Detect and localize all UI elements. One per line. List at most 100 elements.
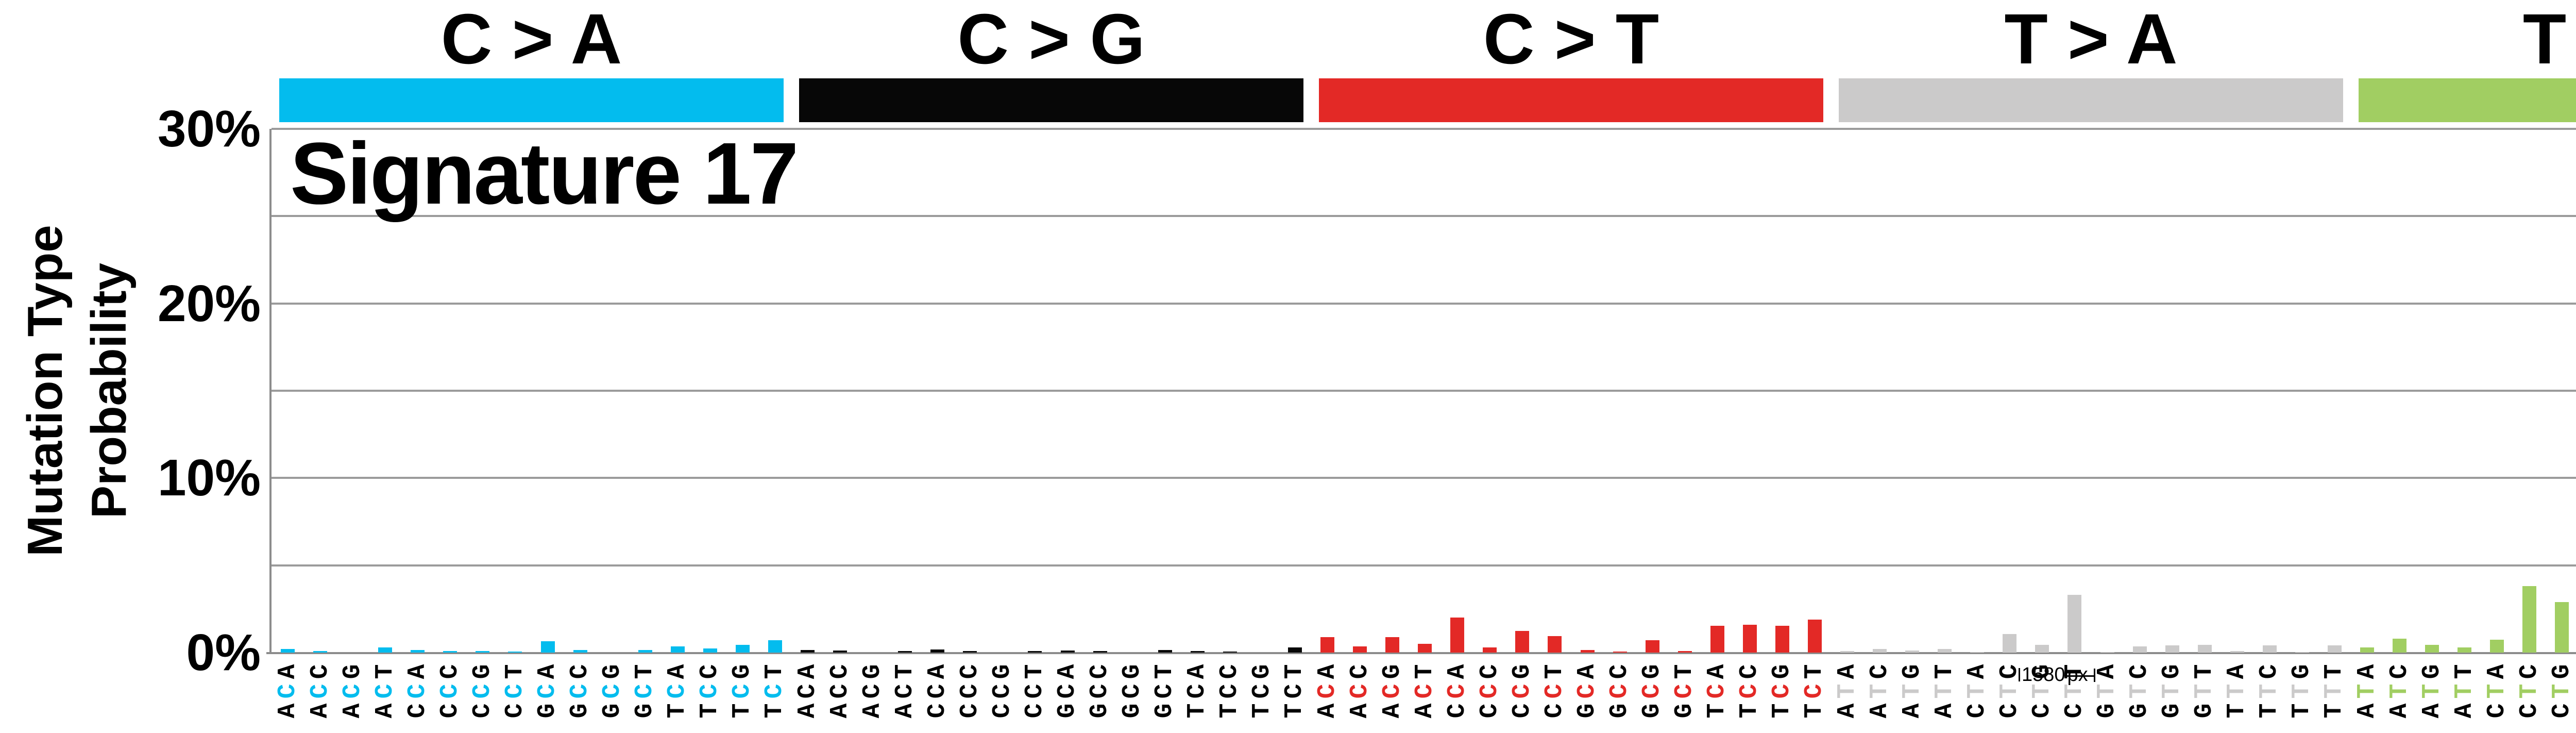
section-color-bar-t_to_c [2359, 78, 2576, 122]
x-label-letter: C [1996, 703, 2024, 719]
bar-t_to_a-ATC [1873, 649, 1887, 653]
bar-c_to_g-GCC [1093, 651, 1107, 653]
bar-t_to_a-CTA [1970, 652, 1984, 653]
x-label-letter: G [1573, 703, 1601, 719]
bar-c_to_g-ACA [801, 650, 815, 653]
x-label-letter: G [1118, 703, 1146, 719]
bar-t_to_a-GTC [2133, 646, 2147, 653]
bar-c_to_g-TCT [1288, 647, 1302, 653]
bar-t_to_c-CTG [2555, 602, 2569, 653]
x-label-letter: C [436, 703, 464, 719]
bar-c_to_t-GCG [1646, 640, 1659, 653]
bar-t_to_c-ATC [2393, 639, 2406, 653]
x-label-letter: C [1963, 703, 1991, 719]
bar-c_to_a-CCT [508, 652, 522, 653]
bar-t_to_a-GTG [2165, 645, 2179, 653]
bar-c_to_g-TCA [1191, 651, 1205, 653]
x-label-letter: C [2548, 703, 2576, 719]
x-label-letter: T [2223, 703, 2251, 719]
x-label-letter: A [1899, 703, 1926, 719]
bar-t_to_c-CTC [2522, 586, 2536, 653]
x-label-letter: T [1216, 703, 1244, 719]
x-label-letter: A [859, 703, 887, 719]
bar-t_to_a-CTT [2067, 595, 2081, 653]
x-label-letter: C [989, 703, 1016, 719]
bar-c_to_t-TCA [1710, 626, 1724, 653]
chart-title: Signature 17 [290, 125, 799, 223]
section-label-t_to_a: T > A [2004, 0, 2178, 79]
bar-t_to_a-TTC [2263, 645, 2277, 653]
x-label-letter: T [1183, 703, 1211, 719]
x-label-letter: T [1703, 703, 1731, 719]
section-label-c_to_a: C > A [440, 0, 622, 79]
x-label-letter: G [1638, 703, 1666, 719]
bar-c_to_a-TCG [736, 645, 750, 653]
x-label-letter: A [2418, 703, 2446, 719]
section-color-bar-c_to_g [799, 78, 1303, 122]
gridline-10pct [272, 477, 2576, 479]
x-label-letter: A [371, 703, 399, 719]
x-label-letter: G [1606, 703, 1634, 719]
measurement-unit: px [2067, 664, 2095, 686]
x-axis-line [266, 652, 2576, 654]
section-color-bar-c_to_a [279, 78, 784, 122]
x-label-letter: A [2451, 703, 2479, 719]
bar-c_to_t-ACC [1353, 646, 1367, 653]
x-label-letter: G [534, 703, 562, 719]
bar-c_to_g-CCC [963, 651, 977, 653]
bar-c_to_t-CCG [1515, 631, 1529, 653]
x-label-letter: A [826, 703, 854, 719]
bar-c_to_a-CCG [476, 651, 489, 653]
x-label-letter: G [1671, 703, 1699, 719]
bar-t_to_a-ATA [1840, 651, 1854, 653]
bar-c_to_t-ACG [1385, 637, 1399, 653]
bar-c_to_a-GCT [638, 650, 652, 653]
bar-t_to_a-TTG [2295, 652, 2309, 653]
x-label-letter: C [1509, 703, 1536, 719]
bar-c_to_g-TCC [1223, 652, 1237, 653]
section-color-bar-c_to_t [1319, 78, 1823, 122]
bar-t_to_c-ATG [2425, 645, 2439, 653]
x-label-letter: C [501, 703, 529, 719]
x-label-letter: C [1476, 703, 1504, 719]
bar-c_to_t-GCT [1678, 651, 1692, 653]
x-label-letter: C [469, 703, 497, 719]
bar-t_to_a-GTA [2100, 652, 2114, 653]
x-label-letter: T [1801, 703, 1828, 719]
x-label-letter: T [761, 703, 789, 719]
y-axis-line [269, 129, 272, 654]
x-label-letter: A [2353, 703, 2381, 719]
x-label-letter: A [1379, 703, 1406, 719]
x-label-letter: G [1054, 703, 1081, 719]
x-label-letter: A [1314, 703, 1342, 719]
x-label-letter: A [794, 703, 822, 719]
x-label-letter: A [1411, 703, 1439, 719]
